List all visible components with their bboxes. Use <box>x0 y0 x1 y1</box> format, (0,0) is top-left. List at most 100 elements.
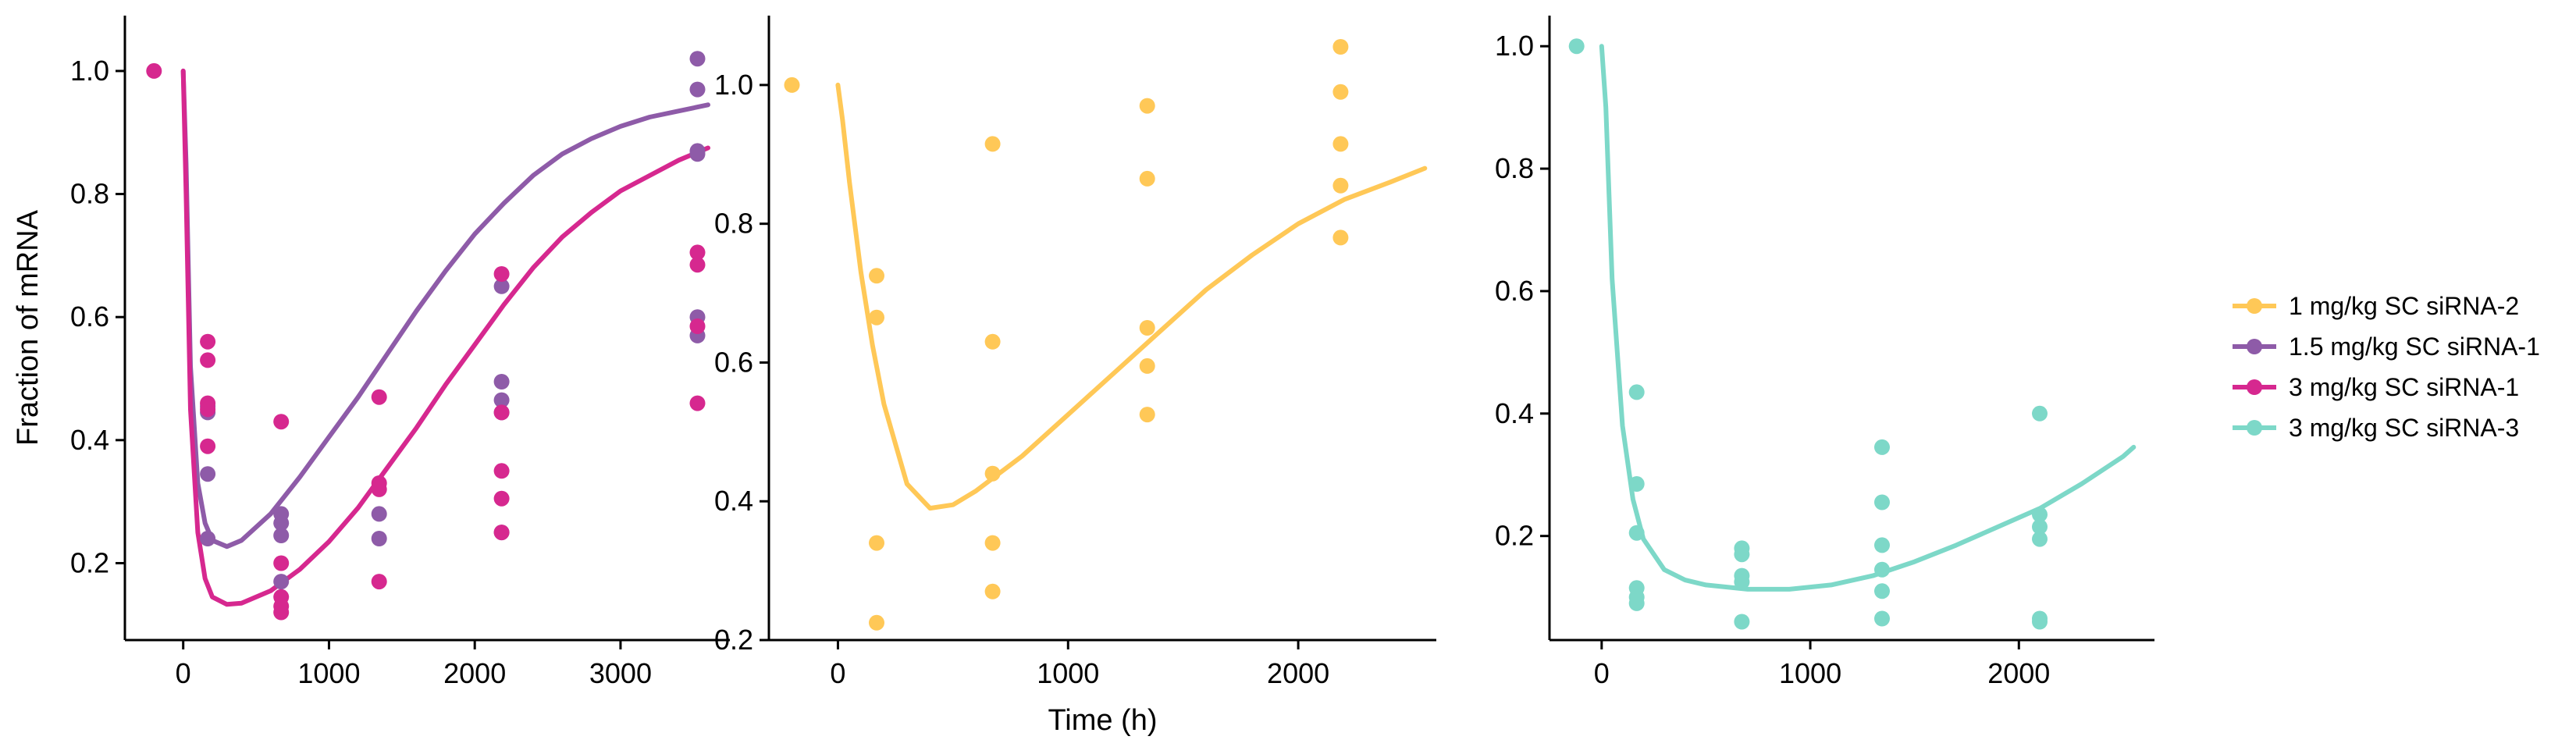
data-point <box>273 604 290 621</box>
data-point <box>493 463 510 479</box>
data-point <box>1139 357 1155 374</box>
data-point <box>1628 384 1645 400</box>
data-point <box>273 528 290 543</box>
data-point <box>1332 136 1349 152</box>
y-tick-label: 1.0 <box>714 69 753 101</box>
data-point <box>1628 525 1645 541</box>
legend-swatch-dot <box>2247 298 2262 314</box>
data-point <box>493 404 510 421</box>
data-point <box>2032 507 2048 523</box>
data-point <box>371 389 387 405</box>
y-tick-label: 1.0 <box>70 55 109 87</box>
data-point <box>984 535 1001 551</box>
x-tick-label: 1000 <box>1779 657 1841 689</box>
data-point <box>273 414 290 430</box>
data-point <box>1874 537 1890 553</box>
data-point <box>493 490 510 507</box>
data-point <box>2032 531 2048 547</box>
y-tick-label: 0.8 <box>70 178 109 210</box>
data-point <box>689 257 706 273</box>
data-point <box>146 62 162 79</box>
y-tick-label: 1.0 <box>1495 30 1534 62</box>
x-tick-label: 2000 <box>1267 657 1329 689</box>
x-tick-label: 1000 <box>1037 657 1099 689</box>
data-point <box>1874 610 1890 627</box>
data-point <box>273 574 290 590</box>
data-point <box>689 395 706 411</box>
data-point <box>2032 614 2048 630</box>
data-point <box>689 51 706 67</box>
data-point <box>493 278 510 294</box>
x-tick-label: 3000 <box>589 657 652 689</box>
data-point <box>371 481 387 497</box>
data-point <box>1332 39 1349 55</box>
x-tick-label: 1000 <box>297 657 360 689</box>
legend-swatch-dot <box>2247 379 2262 395</box>
data-point <box>371 574 387 590</box>
data-point <box>984 136 1001 152</box>
y-tick-label: 0.4 <box>714 485 753 517</box>
data-point <box>1734 574 1750 590</box>
data-point <box>984 465 1001 482</box>
data-point <box>493 374 510 390</box>
data-point <box>1874 439 1890 455</box>
data-point <box>200 401 216 418</box>
data-point <box>200 466 216 482</box>
data-point <box>1628 476 1645 492</box>
legend-swatch-dot <box>2247 339 2262 354</box>
y-tick-label: 0.6 <box>714 346 753 378</box>
data-point <box>273 515 290 532</box>
data-point <box>493 392 510 408</box>
data-point <box>493 266 510 282</box>
data-point <box>689 81 706 98</box>
panel-2: 0.2 0.4 0.6 0.8 1.0 0 1000 2000 Time (h) <box>714 16 1436 737</box>
data-point <box>371 506 387 522</box>
x-tick-label: 0 <box>1594 657 1610 689</box>
data-point <box>1139 407 1155 423</box>
data-point <box>273 555 290 571</box>
data-point <box>869 268 884 284</box>
x-axis-title: Time (h) <box>1048 704 1157 737</box>
y-axis-title: Fraction of mRNA <box>12 209 44 446</box>
y-tick-label: 0.2 <box>714 624 753 656</box>
data-point <box>1734 614 1750 630</box>
x-tick-label: 0 <box>830 657 845 689</box>
data-point <box>1628 595 1645 611</box>
y-tick-label: 0.2 <box>1495 520 1534 552</box>
data-point <box>1332 229 1349 246</box>
data-point <box>1874 561 1890 578</box>
legend-item: 3 mg/kg SC siRNA-3 <box>2233 414 2519 442</box>
y-tick-label: 0.4 <box>70 424 109 456</box>
data-point <box>2032 518 2048 535</box>
panel-3: 0.2 0.4 0.6 0.8 1.0 0 1000 2000 <box>1495 16 2154 689</box>
data-point <box>200 352 216 368</box>
data-point <box>200 333 216 350</box>
y-tick-label: 0.8 <box>1495 152 1534 184</box>
data-point <box>869 614 884 631</box>
legend-swatch-dot <box>2247 420 2262 436</box>
fit-line <box>1599 44 2137 592</box>
data-point <box>689 146 706 162</box>
data-point <box>984 333 1001 350</box>
data-point <box>371 531 387 546</box>
legend: 1 mg/kg SC siRNA-2 1.5 mg/kg SC siRNA-1 3 … <box>2233 292 2540 442</box>
data-point <box>1734 546 1750 563</box>
x-tick-label: 2000 <box>443 657 506 689</box>
data-point <box>493 525 510 541</box>
legend-label: 1 mg/kg SC siRNA-2 <box>2289 292 2519 320</box>
data-point <box>1332 84 1349 100</box>
data-point <box>784 76 800 93</box>
y-tick-label: 0.6 <box>70 301 109 333</box>
legend-item: 1 mg/kg SC siRNA-2 <box>2233 292 2519 320</box>
x-tick-label: 2000 <box>1987 657 2050 689</box>
data-point <box>1568 38 1585 55</box>
legend-item: 3 mg/kg SC siRNA-1 <box>2233 373 2519 401</box>
data-point <box>200 531 216 546</box>
y-tick-label: 0.4 <box>1495 397 1534 429</box>
fit-line <box>180 68 710 550</box>
data-point <box>200 438 216 454</box>
data-point <box>1332 177 1349 194</box>
y-tick-label: 0.8 <box>714 208 753 240</box>
data-point <box>1139 320 1155 336</box>
data-point <box>1874 494 1890 510</box>
